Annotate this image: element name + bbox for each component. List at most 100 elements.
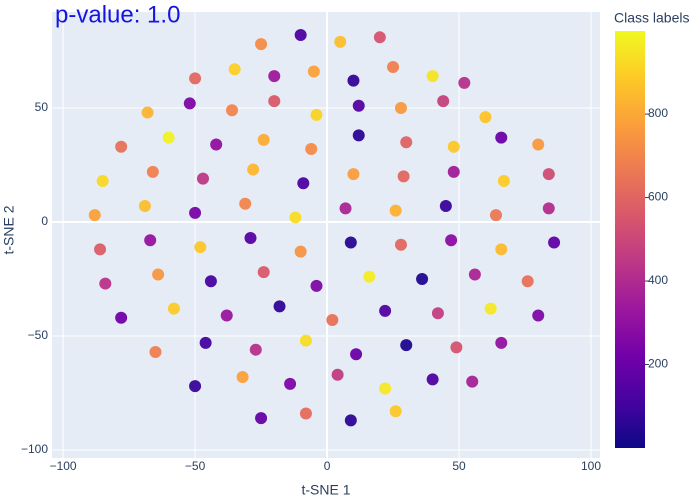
point [389,204,402,217]
point [196,172,209,185]
point [497,174,510,187]
x-tick-label: −50 [185,459,206,473]
point [431,307,444,320]
point [99,277,112,290]
point [347,74,360,87]
point [331,368,344,381]
point [189,380,202,393]
colorbar-tick-label: 200 [648,357,668,371]
point [294,29,307,42]
point [255,412,268,425]
point [244,231,257,244]
point [379,382,392,395]
point [310,108,323,121]
point [141,106,154,119]
point [167,302,180,315]
y-axis-title: t-SNE 2 [1,205,17,254]
point [373,31,386,44]
point [183,97,196,110]
x-tick-label: 0 [324,459,331,473]
colorbar [615,31,645,448]
point [521,275,534,288]
colorbar-tick-label: 600 [648,190,668,204]
point [489,209,502,222]
point [236,371,249,384]
point [305,143,318,156]
point [458,76,471,89]
point [294,245,307,258]
y-tick-label: 50 [35,100,49,114]
point [447,165,460,178]
point [548,236,561,249]
x-tick-label: 50 [452,459,466,473]
point [495,243,508,256]
point [437,95,450,108]
colorbar-title: Class labels [614,10,689,26]
point [397,170,410,183]
point [146,165,159,178]
plot-area [52,12,600,458]
point [149,345,162,358]
point [162,131,175,144]
point [194,241,207,254]
point [115,140,128,153]
point [426,70,439,83]
point [115,311,128,324]
point [484,302,497,315]
point [255,38,268,51]
point [445,234,458,247]
point [152,268,165,281]
point [344,236,357,249]
point [495,131,508,144]
point [284,377,297,390]
point [189,72,202,85]
point [257,133,270,146]
point [334,35,347,48]
point [307,65,320,78]
point [226,104,239,117]
point [532,309,545,322]
point [297,177,310,190]
point [416,273,429,286]
point [468,268,481,281]
point [426,373,439,386]
x-tick-label: −100 [50,459,77,473]
point [268,70,281,83]
x-tick-label: 100 [581,459,601,473]
point [344,414,357,427]
point [239,197,252,210]
point [249,343,262,356]
point [347,168,360,181]
point [542,168,555,181]
point [210,138,223,151]
point [542,202,555,215]
point [310,279,323,292]
point [394,238,407,251]
point [289,211,302,224]
y-tick-label: 0 [41,214,48,228]
point [257,266,270,279]
point [447,140,460,153]
point [138,200,151,213]
point [400,136,413,149]
point [379,304,392,317]
point [389,405,402,418]
x-axis-title: t-SNE 1 [301,482,350,498]
point [439,200,452,213]
point [479,111,492,124]
point [532,138,545,151]
point [273,300,286,313]
point [394,101,407,114]
point [363,270,376,283]
point [299,334,312,347]
point [204,275,217,288]
point [352,129,365,142]
point [189,206,202,219]
point [339,202,352,215]
point [94,243,107,256]
point [228,63,241,76]
point [352,99,365,112]
colorbar-tick-label: 400 [648,273,668,287]
point [387,60,400,73]
